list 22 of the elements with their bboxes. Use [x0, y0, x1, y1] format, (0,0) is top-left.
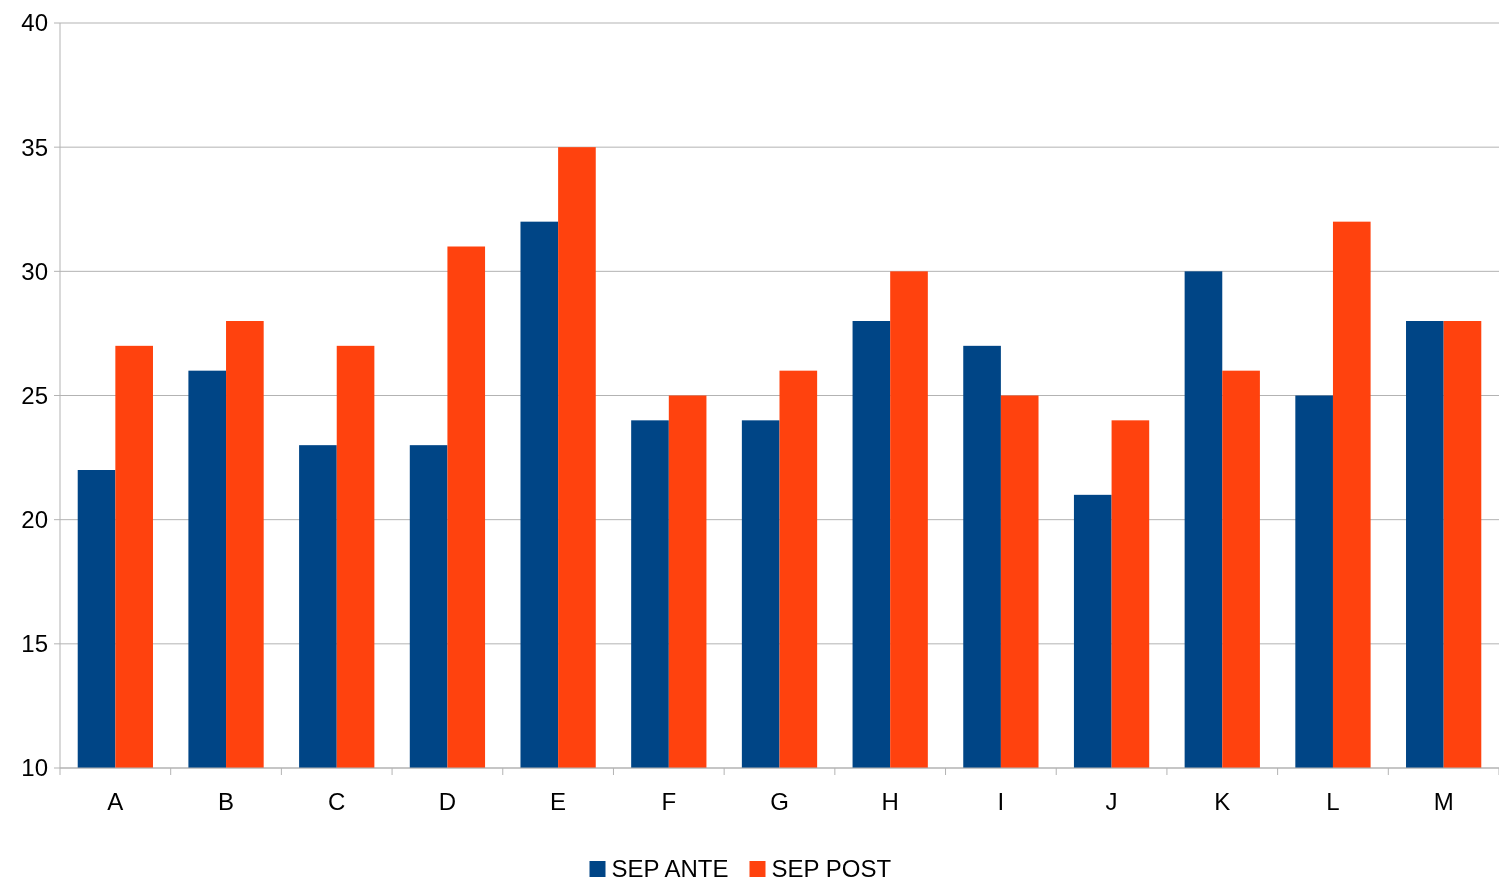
- legend-label: SEP ANTE: [611, 855, 729, 879]
- y-tick-label: 10: [21, 754, 48, 782]
- y-tick-label: 40: [21, 9, 48, 37]
- y-tick-label: 20: [21, 506, 48, 534]
- x-tick-label: J: [1105, 788, 1118, 815]
- x-tick-label: G: [770, 788, 789, 815]
- x-tick-label: A: [107, 788, 124, 815]
- x-tick-label: K: [1214, 788, 1231, 815]
- y-tick-label: 25: [21, 381, 48, 409]
- x-tick-label: D: [438, 788, 457, 815]
- x-tick-label: I: [997, 788, 1005, 815]
- x-tick-label: L: [1326, 788, 1340, 815]
- x-tick-label: B: [218, 788, 235, 815]
- legend-label: SEP POST: [771, 855, 892, 879]
- x-tick-label: H: [881, 788, 899, 815]
- x-tick-label: C: [328, 788, 346, 815]
- x-tick-label: F: [661, 788, 677, 815]
- y-tick-label: 35: [21, 133, 48, 161]
- y-tick-label: 30: [21, 257, 48, 285]
- y-tick-label: 15: [21, 630, 48, 658]
- x-tick-label: E: [550, 788, 567, 815]
- x-tick-label: M: [1433, 788, 1454, 815]
